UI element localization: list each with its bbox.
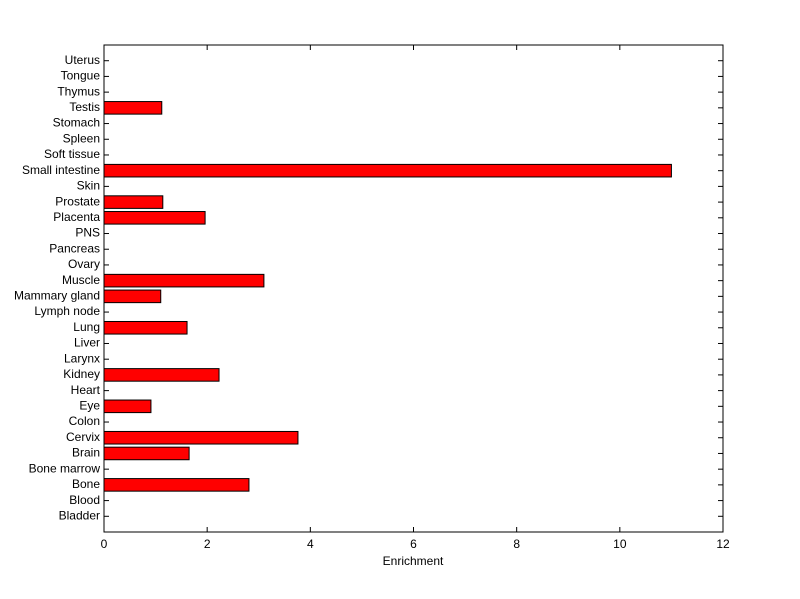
x-tick-label: 0: [101, 537, 108, 551]
y-tick-label: Pancreas: [49, 241, 100, 255]
y-tick-label: Cervix: [66, 430, 100, 444]
y-tick-label: Bladder: [59, 508, 100, 522]
y-tick-label: Brain: [72, 446, 100, 460]
y-tick-label: Blood: [69, 493, 100, 507]
y-tick-label: Mammary gland: [14, 289, 100, 303]
y-tick-label: Lung: [73, 320, 100, 334]
bar: [103, 446, 190, 461]
bar: [103, 368, 220, 382]
y-tick-label: Larynx: [64, 351, 100, 365]
y-tick-label: Soft tissue: [44, 147, 100, 161]
y-tick-label: Skin: [77, 179, 100, 193]
bar: [103, 101, 163, 115]
y-tick-label: Muscle: [62, 273, 100, 287]
bar: [103, 273, 265, 288]
bar: [103, 195, 164, 209]
y-tick-label: PNS: [75, 226, 100, 240]
bar: [103, 399, 152, 414]
x-tick-label: 10: [613, 537, 627, 551]
x-tick-label: 6: [410, 537, 417, 551]
x-tick-label: 8: [513, 537, 520, 551]
bar: [103, 430, 299, 445]
y-tick-label: Tongue: [61, 69, 101, 83]
y-tick-label: Lymph node: [34, 304, 100, 318]
x-tick-label: 12: [716, 537, 730, 551]
y-tick-label: Eye: [79, 398, 100, 412]
y-tick-label: Placenta: [53, 210, 100, 224]
y-tick-label: Colon: [69, 414, 100, 428]
bar: [103, 320, 188, 335]
bar: [103, 289, 162, 304]
plot-frame: [103, 44, 724, 533]
x-axis-label: Enrichment: [383, 554, 444, 568]
bar: [103, 163, 672, 178]
y-tick-label: Heart: [71, 383, 101, 397]
y-tick-label: Stomach: [53, 116, 100, 130]
y-tick-label: Thymus: [57, 84, 100, 98]
y-tick-label: Uterus: [65, 53, 100, 67]
bar: [103, 211, 206, 225]
y-tick-label: Liver: [74, 336, 100, 350]
y-tick-label: Testis: [69, 100, 100, 114]
bar: [103, 478, 250, 492]
x-tick-label: 4: [307, 537, 314, 551]
y-tick-label: Ovary: [68, 257, 100, 271]
y-tick-label: Kidney: [63, 367, 100, 381]
y-tick-label: Bone marrow: [29, 461, 101, 475]
y-tick-label: Spleen: [63, 131, 100, 145]
y-tick-label: Prostate: [55, 194, 100, 208]
y-tick-label: Bone: [72, 477, 100, 491]
x-tick-label: 2: [204, 537, 211, 551]
y-tick-label: Small intestine: [22, 163, 100, 177]
